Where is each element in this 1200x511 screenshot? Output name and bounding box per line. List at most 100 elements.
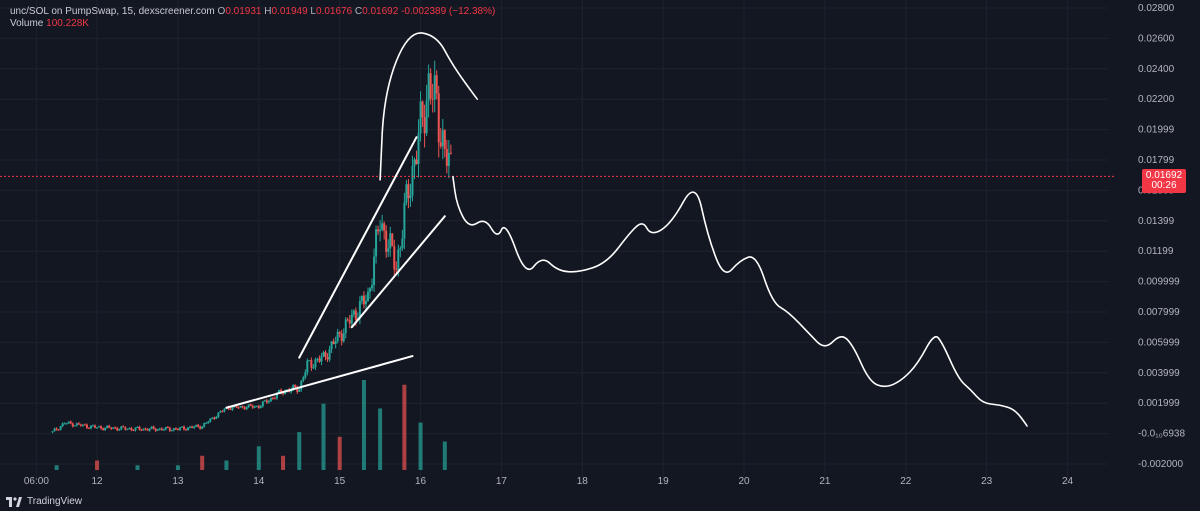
volume-bar bbox=[224, 460, 229, 470]
candle-body bbox=[150, 426, 153, 429]
candle-body bbox=[415, 159, 418, 164]
candle-body bbox=[154, 428, 157, 431]
candle-body bbox=[344, 319, 347, 334]
candle-body bbox=[73, 425, 76, 427]
candle-body bbox=[447, 152, 450, 166]
y-tick-label: -0.0₁₀6938 bbox=[1138, 429, 1185, 440]
trendline-annotation bbox=[350, 215, 446, 329]
volume-bar bbox=[321, 403, 326, 470]
x-tick-label: 12 bbox=[91, 476, 103, 487]
x-tick-label: 21 bbox=[819, 476, 831, 487]
x-tick-label: 23 bbox=[981, 476, 993, 487]
candle-body bbox=[211, 417, 214, 419]
candle-body bbox=[413, 159, 416, 167]
volume-label: Volume bbox=[10, 18, 44, 29]
x-tick-label: 24 bbox=[1062, 476, 1074, 487]
candle-body bbox=[340, 333, 343, 342]
candle-body bbox=[106, 425, 109, 428]
x-tick-label: 18 bbox=[577, 476, 589, 487]
candle-body bbox=[445, 148, 448, 166]
candle-body bbox=[94, 425, 97, 428]
candle-body bbox=[257, 405, 260, 408]
candle-body bbox=[407, 184, 410, 199]
candle-body bbox=[377, 229, 380, 232]
candle-body bbox=[79, 424, 82, 426]
candle-body bbox=[371, 285, 374, 289]
candle-body bbox=[369, 288, 372, 292]
candle-body bbox=[81, 424, 84, 426]
candle-body bbox=[178, 427, 181, 430]
candle-body bbox=[245, 407, 248, 410]
candle-body bbox=[441, 130, 444, 147]
candle-body bbox=[243, 407, 246, 410]
volume-bar bbox=[361, 380, 366, 470]
candle-body bbox=[148, 428, 151, 431]
projection-path-annotation bbox=[452, 175, 1028, 427]
candle-body bbox=[433, 75, 436, 100]
candle-body bbox=[273, 398, 276, 400]
candle-body bbox=[67, 421, 70, 424]
candle-body bbox=[253, 406, 256, 408]
candle-body bbox=[138, 426, 141, 430]
volume-bar bbox=[175, 465, 180, 470]
candle-body bbox=[411, 166, 414, 196]
candle-body bbox=[61, 423, 64, 427]
volume-bar bbox=[297, 432, 302, 470]
candle-body bbox=[156, 429, 159, 431]
candle-body bbox=[306, 360, 309, 373]
volume-bar bbox=[337, 436, 342, 470]
candle-body bbox=[302, 377, 305, 381]
candle-body bbox=[205, 422, 208, 424]
candle-body bbox=[237, 407, 240, 409]
candle-body bbox=[241, 406, 244, 408]
candle-body bbox=[191, 426, 194, 428]
candle-body bbox=[401, 238, 404, 249]
y-tick-label: 0.02800 bbox=[1138, 3, 1175, 14]
candle-body bbox=[263, 400, 266, 402]
candle-body bbox=[308, 360, 311, 362]
candle-body bbox=[85, 424, 88, 428]
y-tick-label: 0.009999 bbox=[1138, 277, 1180, 288]
candle-body bbox=[223, 408, 226, 412]
y-tick-label: 0.001999 bbox=[1138, 398, 1180, 409]
brand-name: TradingView bbox=[27, 496, 83, 507]
candle-body bbox=[354, 310, 357, 321]
volume-bar bbox=[256, 446, 261, 470]
candle-body bbox=[168, 427, 171, 431]
candle-body bbox=[360, 295, 363, 301]
candle-body bbox=[334, 341, 337, 345]
candle-body bbox=[176, 429, 179, 431]
candle-body bbox=[219, 411, 222, 413]
candle-body bbox=[449, 152, 452, 154]
candle-body bbox=[280, 389, 283, 393]
candle-body bbox=[142, 428, 145, 431]
candle-body bbox=[207, 421, 210, 423]
candle-countdown: 00:26 bbox=[1151, 180, 1177, 191]
trendline-annotation bbox=[225, 355, 414, 409]
candle-body bbox=[172, 428, 175, 431]
candle-body bbox=[193, 426, 196, 428]
candle-body bbox=[170, 430, 173, 432]
candle-body bbox=[261, 401, 264, 407]
candle-body bbox=[292, 385, 295, 390]
candle-body bbox=[425, 100, 428, 134]
trendline-annotation bbox=[298, 136, 418, 359]
candle-body bbox=[314, 359, 317, 368]
candle-body bbox=[278, 389, 281, 394]
close-value: 0.01692 bbox=[362, 6, 399, 17]
candle-body bbox=[276, 393, 278, 399]
candle-body bbox=[229, 408, 232, 410]
candle-body bbox=[77, 423, 80, 425]
candle-body bbox=[296, 387, 299, 392]
tradingview-brand[interactable]: TradingView bbox=[6, 496, 82, 507]
open-label: O bbox=[217, 6, 226, 17]
candle-body bbox=[338, 331, 341, 334]
candle-body bbox=[352, 310, 355, 315]
candle-body bbox=[385, 230, 388, 252]
candle-body bbox=[132, 430, 135, 432]
candle-body bbox=[195, 424, 198, 427]
candle-body bbox=[358, 300, 361, 319]
candle-body bbox=[55, 428, 58, 430]
candle-body bbox=[249, 404, 252, 406]
